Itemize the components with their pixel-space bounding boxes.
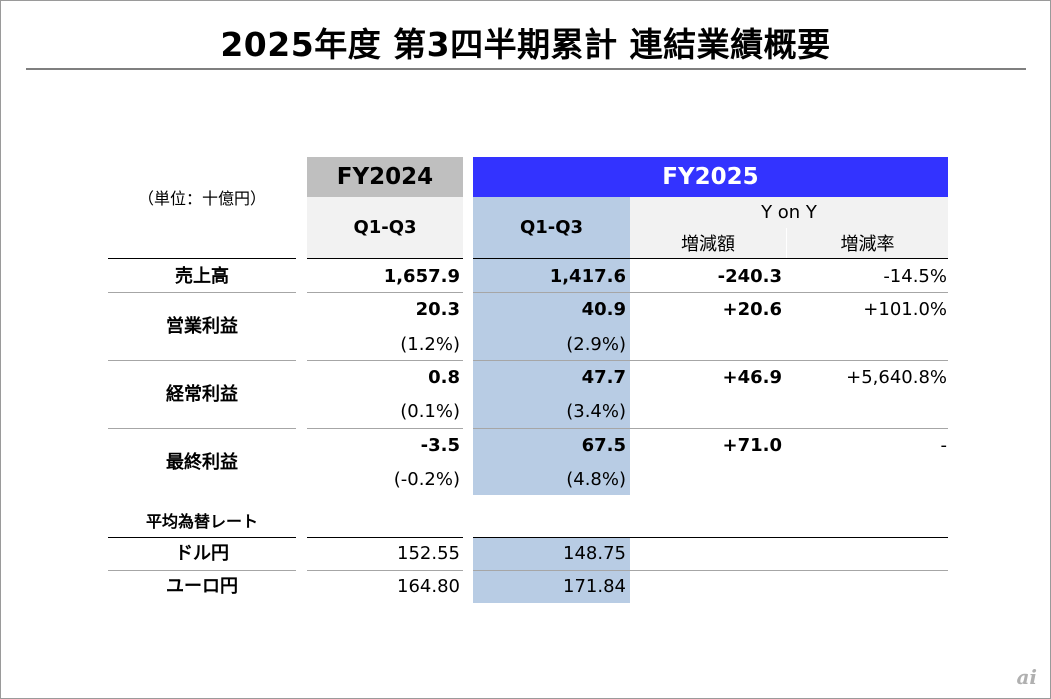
yoy-subheader-separator bbox=[786, 229, 787, 258]
watermark-logo: ai bbox=[1016, 665, 1037, 689]
fy2024-header: FY2024 bbox=[307, 157, 463, 197]
fy2025-column-highlight bbox=[473, 197, 630, 495]
net-profit-change-rate: - bbox=[940, 435, 948, 456]
operating-profit-change-amount: +20.6 bbox=[722, 299, 783, 320]
operating-margin-fy2025: (2.9%) bbox=[566, 334, 626, 355]
fy2024-period-header: Q1-Q3 bbox=[307, 197, 463, 258]
sales-change-rate: -14.5% bbox=[883, 266, 947, 287]
sales-change-amount: -240.3 bbox=[717, 266, 782, 287]
fy2025-header: FY2025 bbox=[473, 157, 948, 197]
net-margin-fy2025: (4.8%) bbox=[566, 469, 626, 490]
unit-label: （単位：十億円） bbox=[137, 189, 266, 208]
ordinary-profit-fy2024: 0.8 bbox=[428, 367, 460, 388]
rule bbox=[473, 360, 948, 361]
fx-eur-fy2024: 164.80 bbox=[397, 576, 460, 597]
rule bbox=[473, 258, 948, 259]
rule bbox=[108, 428, 296, 429]
operating-margin-fy2024: (1.2%) bbox=[400, 334, 460, 355]
fx-heading: 平均為替レート bbox=[145, 512, 258, 531]
change-rate-header: 増減率 bbox=[787, 228, 948, 258]
fx-usd-fy2024: 152.55 bbox=[397, 543, 460, 564]
fy2025-period-header: Q1-Q3 bbox=[519, 217, 584, 238]
ordinary-margin-fy2025: (3.4%) bbox=[566, 401, 626, 422]
change-amount-header: 増減額 bbox=[630, 228, 786, 258]
title-divider bbox=[26, 68, 1026, 70]
net-profit-change-amount: +71.0 bbox=[722, 435, 783, 456]
ordinary-margin-fy2024: (0.1%) bbox=[400, 401, 460, 422]
operating-profit-fy2024: 20.3 bbox=[415, 299, 460, 320]
rule bbox=[307, 258, 463, 259]
operating-profit-fy2025: 40.9 bbox=[581, 299, 626, 320]
ordinary-profit-fy2025: 47.7 bbox=[581, 367, 626, 388]
rule bbox=[307, 360, 463, 361]
rule bbox=[108, 570, 296, 571]
ordinary-profit-change-amount: +46.9 bbox=[722, 367, 783, 388]
fx-usd-fy2025: 148.75 bbox=[563, 543, 626, 564]
rule bbox=[473, 292, 948, 293]
ordinary-profit-change-rate: +5,640.8% bbox=[846, 367, 947, 388]
rule bbox=[307, 292, 463, 293]
rule bbox=[108, 258, 296, 259]
net-profit-fy2025: 67.5 bbox=[581, 435, 626, 456]
row-label-ordinary-profit: 経常利益 bbox=[166, 384, 238, 405]
row-label-net-profit: 最終利益 bbox=[166, 452, 238, 473]
fx-label-usd: ドル円 bbox=[175, 543, 229, 564]
yoy-header: Y on Y bbox=[630, 197, 948, 229]
fx-label-eur: ユーロ円 bbox=[166, 576, 238, 597]
sales-fy2025: 1,417.6 bbox=[549, 266, 626, 287]
rule bbox=[473, 537, 948, 538]
operating-profit-change-rate: +101.0% bbox=[863, 299, 947, 320]
fx-eur-fy2025: 171.84 bbox=[563, 576, 626, 597]
page-title: 2025年度 第3四半期累計 連結業績概要 bbox=[220, 25, 831, 64]
rule bbox=[307, 428, 463, 429]
rule bbox=[473, 570, 948, 571]
net-margin-fy2024: (-0.2%) bbox=[393, 469, 460, 490]
rule bbox=[473, 428, 948, 429]
rule bbox=[108, 292, 296, 293]
rule bbox=[108, 537, 296, 538]
rule bbox=[307, 537, 463, 538]
row-label-operating-profit: 営業利益 bbox=[166, 316, 238, 337]
sales-fy2024: 1,657.9 bbox=[383, 266, 460, 287]
row-label-sales: 売上高 bbox=[175, 266, 229, 287]
rule bbox=[307, 570, 463, 571]
net-profit-fy2024: -3.5 bbox=[420, 435, 460, 456]
rule bbox=[108, 360, 296, 361]
